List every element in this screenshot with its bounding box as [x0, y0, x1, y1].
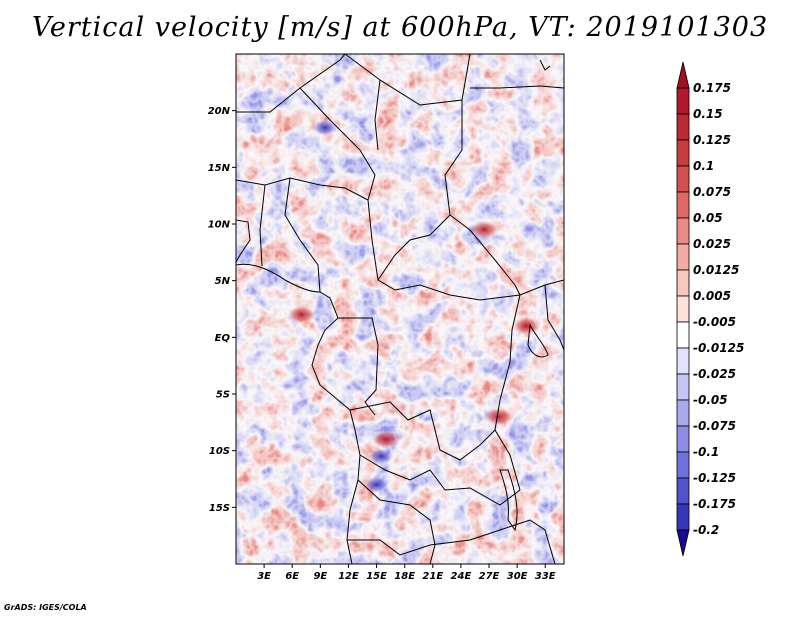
colorbar-label: -0.175 — [693, 497, 736, 511]
colorbar-label: 0.125 — [693, 133, 731, 147]
colorbar-label: -0.075 — [693, 419, 736, 433]
hotspot-layer — [287, 119, 541, 493]
colorbar-segment — [676, 425, 690, 453]
updraft-area-2 — [287, 305, 316, 324]
colorbar-segment — [676, 295, 690, 323]
colorbar-label: 0.0125 — [693, 263, 739, 277]
colorbar-label: 0.005 — [693, 289, 731, 303]
colorbar-label: -0.0125 — [693, 341, 744, 355]
lat-tick-label: 15N — [208, 163, 231, 174]
lat-tick-label: EQ — [215, 333, 231, 344]
colorbar-segment — [676, 347, 690, 375]
downdraft-area-2 — [313, 119, 338, 136]
updraft-area-1 — [484, 407, 513, 426]
colorbar-segment — [676, 243, 690, 271]
lon-tick-label: 27E — [479, 571, 500, 582]
grads-credit: GrADS: IGES/COLA — [4, 603, 87, 612]
colorbar-segment — [676, 321, 690, 349]
lon-tick-label: 24E — [451, 571, 472, 582]
country-borders — [236, 54, 564, 564]
lon-tick-label: 6E — [285, 571, 299, 582]
colorbar-label: -0.005 — [693, 315, 736, 329]
lon-tick-label: 21E — [422, 571, 443, 582]
lon-tick-label: 30E — [507, 571, 528, 582]
updraft-area-3 — [470, 220, 499, 239]
colorbar-overflow-top — [676, 61, 690, 89]
latitude-axis: 20N 15N 10N 5N EQ 5S 10S 15S — [208, 106, 236, 514]
colorbar-segment — [676, 451, 690, 479]
downdraft-area-0 — [369, 448, 394, 465]
colorbar-segment — [676, 165, 690, 193]
colorbar-segment — [676, 269, 690, 297]
lon-tick-label: 15E — [366, 571, 387, 582]
colorbar-segment — [676, 477, 690, 505]
colorbar-label: -0.125 — [693, 471, 736, 485]
colorbar-segment — [676, 217, 690, 245]
colorbar-label: -0.025 — [693, 367, 736, 381]
colorbar-segment — [676, 191, 690, 219]
colorbar-label: 0.05 — [693, 211, 723, 225]
updraft-area-4 — [512, 317, 541, 335]
colorbar: 0.175 0.15 0.125 0.1 0.075 0.05 0.025 0.0125 0.0… — [676, 61, 744, 557]
colorbar-label: 0.15 — [693, 107, 723, 121]
lat-tick-label: 10N — [208, 220, 231, 231]
velocity-field — [236, 54, 564, 564]
lat-tick-label: 15S — [209, 503, 230, 514]
colorbar-segment — [676, 503, 690, 531]
lon-tick-label: 3E — [257, 571, 271, 582]
lat-tick-label: 5S — [216, 390, 230, 401]
updraft-area-0 — [371, 430, 400, 449]
longitude-axis: 3E 6E 9E 12E 15E 18E 21E 24E 27E 30E 33E — [257, 564, 556, 582]
downdraft-area-1 — [364, 476, 389, 493]
lat-tick-label: 10S — [209, 446, 230, 457]
colorbar-segment — [676, 87, 690, 115]
colorbar-segment — [676, 399, 690, 427]
colorbar-segment — [676, 113, 690, 141]
lon-tick-label: 12E — [338, 571, 359, 582]
colorbar-segment — [676, 139, 690, 167]
chart-title: Vertical velocity [m/s] at 600hPa, VT: 2… — [31, 12, 769, 43]
colorbar-label: -0.2 — [693, 523, 719, 537]
colorbar-label: -0.05 — [693, 393, 728, 407]
colorbar-label: -0.1 — [693, 445, 719, 459]
lon-tick-label: 18E — [394, 571, 415, 582]
lat-tick-label: 5N — [215, 276, 231, 287]
colorbar-overflow-bottom — [676, 529, 690, 557]
colorbar-label: 0.075 — [693, 185, 731, 199]
colorbar-segment — [676, 373, 690, 401]
colorbar-label: 0.1 — [693, 159, 714, 173]
colorbar-label: 0.175 — [693, 81, 731, 95]
lon-tick-label: 9E — [313, 571, 327, 582]
lon-tick-label: 33E — [535, 571, 556, 582]
colorbar-label: 0.025 — [693, 237, 731, 251]
lat-tick-label: 20N — [208, 106, 231, 117]
map-frame — [235, 53, 565, 565]
